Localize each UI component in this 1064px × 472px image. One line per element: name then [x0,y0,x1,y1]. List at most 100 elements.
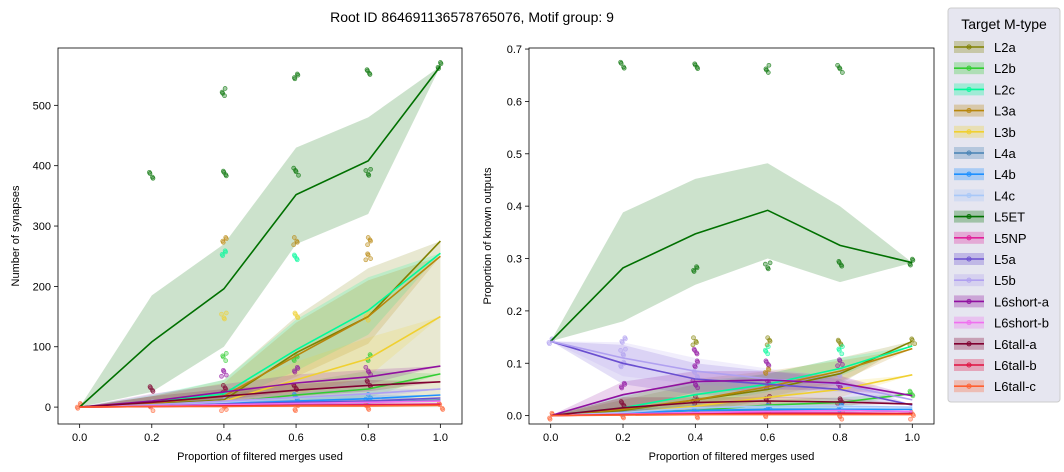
x-tick-label: 0.0 [72,432,87,444]
line-L5b [79,388,441,408]
x-tick-label: 1.0 [905,432,920,444]
legend-label-L6short-b: L6short-b [994,316,1049,331]
data-point [219,311,224,317]
line-L6tall-a [79,381,441,408]
data-point [835,363,840,369]
legend-marker-L5b [966,277,972,283]
data-point [695,359,701,365]
data-point [621,415,626,421]
y-tick-label: 0.6 [507,96,522,108]
data-point [695,415,701,421]
legend-marker-L4c [966,192,972,198]
legend-marker-L2c [966,86,972,92]
line-L6short-a [550,379,913,417]
legend-items: L2a L2b L2c L3a L3b L4a L4b L4c L5ET L5NP L5a L5b L6… [954,40,1050,394]
legend-label-L3a: L3a [994,104,1016,119]
data-point [365,252,371,258]
data-point [837,66,843,72]
data-point [291,165,297,171]
data-point [366,369,372,375]
data-point [767,338,773,344]
legend-label-L5b: L5b [994,273,1016,288]
data-point [220,253,226,258]
data-point [440,407,446,412]
y-tick-label: 500 [33,100,51,112]
data-point [908,416,913,422]
y-tick-label: 0.0 [507,411,522,423]
band-L5ET [550,163,913,342]
x-tick-label: 0.2 [615,432,630,444]
x-tick-label: 0.6 [288,432,303,444]
legend-frame [947,7,1061,403]
legend-label-L3b: L3b [994,125,1016,140]
data-point [837,260,842,265]
data-point [291,242,297,248]
line-L3a [79,255,441,408]
data-point [765,344,771,349]
data-point [294,257,300,263]
data-point [220,239,226,245]
legend-marker-L4b [966,171,972,177]
legend-marker-L2b [966,65,972,71]
data-point [547,341,552,347]
data-point [694,351,700,357]
data-point [762,261,768,267]
data-point [365,235,371,240]
data-point [839,351,845,357]
data-point [835,62,840,68]
data-point [147,171,153,176]
band-L2b [79,370,441,408]
y-tick-label: 0.3 [507,254,522,266]
y-tick-label: 0.4 [507,201,522,213]
band-L5a [550,341,913,406]
data-point [223,351,229,356]
data-point [296,172,301,178]
data-point [763,371,769,376]
data-point [618,364,624,370]
line-L4c [550,405,913,417]
data-point [291,358,297,363]
data-point [293,311,298,317]
legend-marker-L5NP [966,235,972,241]
data-point [912,341,918,347]
legend-label-L6tall-b: L6tall-b [994,358,1037,373]
data-point [292,76,298,82]
data-point [837,358,843,364]
data-point [221,169,227,175]
data-point [150,389,156,394]
legend-marker-L5ET [966,214,972,220]
data-point [220,383,226,388]
data-point [619,385,625,391]
x-tick-label: 0.4 [688,432,703,444]
data-point [220,90,226,96]
legend-label-L4c: L4c [994,188,1015,203]
data-point [223,372,229,378]
data-point [223,386,229,392]
y-tick-label: 0.5 [507,149,522,161]
data-point [223,173,229,179]
data-point [840,362,845,367]
band-L2a [79,241,441,408]
legend-label-L5NP: L5NP [994,231,1027,246]
data-point [367,72,373,77]
data-point [365,68,370,74]
data-point [694,265,700,271]
data-point [222,86,228,91]
left-chart: 0.0 0.2 0.4 0.6 0.8 1.0 0 100 200 300 400 500 Propor… [10,47,463,463]
y-tick-label: 0.1 [507,358,522,370]
data-point [911,413,916,418]
axes-frame [528,47,935,425]
x-axis-label: Proportion of filtered merges used [649,451,815,463]
data-point [220,354,226,360]
band-L2a [550,341,913,416]
data-point [764,67,769,73]
data-point [148,385,153,391]
y-tick-label: 400 [33,161,51,173]
band-L2b [550,393,913,416]
axes-frame [57,47,463,425]
data-point [150,408,156,414]
data-point [223,236,229,242]
data-point [621,352,626,358]
data-point [910,257,916,263]
data-point [692,348,698,353]
